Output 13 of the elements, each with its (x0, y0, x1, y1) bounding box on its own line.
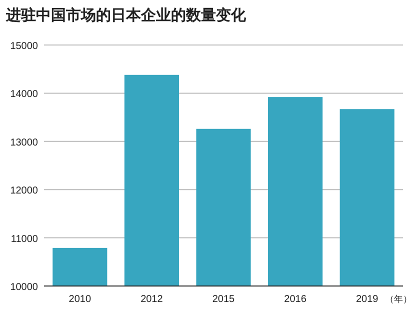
y-tick-label: 11000 (10, 234, 38, 245)
y-tick-label: 15000 (10, 41, 38, 52)
x-tick-label: 2010 (68, 294, 92, 305)
x-tick-label: 2016 (284, 294, 307, 305)
y-tick-label: 12000 (10, 186, 38, 197)
x-axis-title: （年） (385, 294, 412, 304)
x-tick-label: 2012 (140, 294, 164, 305)
x-tick-label: 2019 (356, 294, 379, 305)
chart-title: 进驻中国市场的日本企业的数量变化 (5, 6, 247, 24)
y-tick-label: 13000 (10, 137, 38, 148)
y-tick-label: 10000 (10, 282, 38, 293)
y-tick-label: 14000 (10, 89, 38, 100)
x-tick-label: 2015 (212, 294, 236, 305)
